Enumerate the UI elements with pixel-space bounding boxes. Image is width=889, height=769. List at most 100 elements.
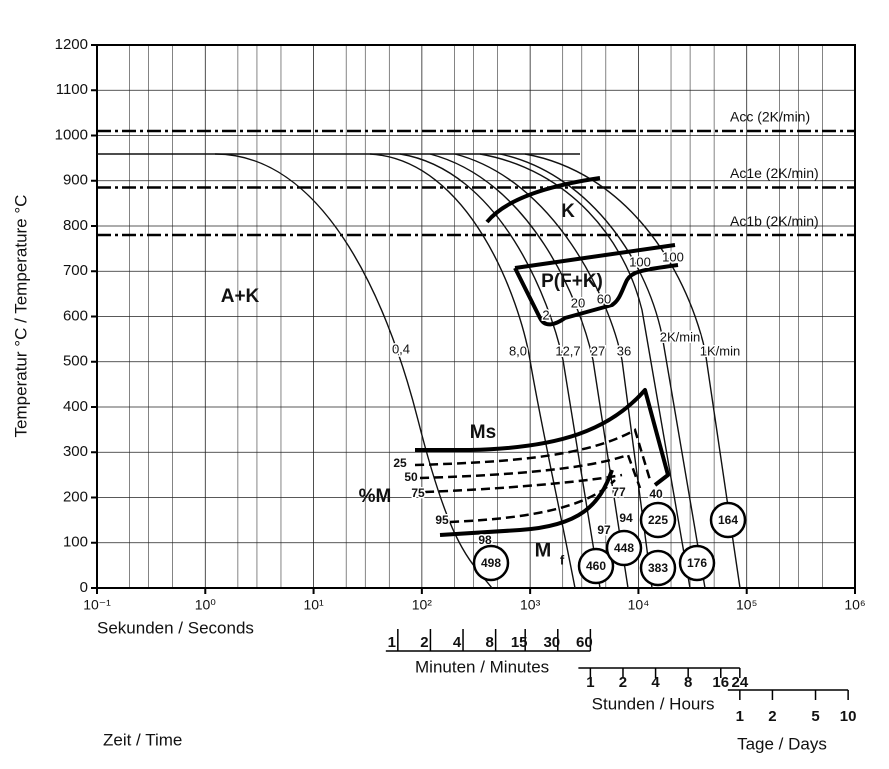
secondary-tick-label: 2 (768, 708, 776, 725)
hardness-circle (472, 544, 510, 582)
region-label: M (535, 539, 552, 561)
y-axis-label: Temperatur °C / Temperature °C (11, 195, 30, 438)
curve-label: 1K/min (700, 343, 740, 358)
martensite-label: 25 (393, 456, 407, 470)
secondary-tick-label: 1 (586, 674, 594, 691)
cooling-curve (479, 153, 691, 589)
curve-label: 8,0 (509, 343, 527, 358)
region-label: %M (359, 486, 392, 507)
hardness-value: 498 (481, 556, 501, 570)
martensite-label: 95 (435, 513, 449, 527)
martensite-label: 40 (649, 487, 663, 501)
martensite-line (414, 428, 652, 481)
secondary-tick-label: 4 (453, 634, 462, 651)
y-tick-label: 1100 (56, 81, 88, 98)
x-tick-label: 10¹ (303, 597, 324, 613)
martensite-line (424, 473, 623, 494)
secondary-tick-label: 8 (485, 634, 493, 651)
martensite-label: 97 (597, 523, 611, 537)
curve-label: 100 (662, 249, 684, 264)
y-tick-label: 400 (63, 398, 88, 415)
y-tick-label: 100 (63, 534, 88, 551)
curve-label: 20 (571, 295, 585, 310)
hardness-value: 164 (718, 513, 738, 527)
region-label: K (561, 201, 575, 222)
region-label: Ms (470, 422, 496, 443)
secondary-tick-label: 60 (576, 634, 593, 651)
curve-label: 0,4 (392, 341, 410, 356)
hardness-value: 383 (648, 561, 668, 575)
ms-line (415, 388, 670, 487)
cooling-curve (524, 153, 741, 589)
curve-label: 60 (597, 291, 611, 306)
secondary-tick-label: 24 (731, 674, 748, 691)
cooling-curves: A+K K P(F+K) Ms %M M f 0,4 8,0 12,7 27 36 2K/min1K/m… (97, 153, 747, 589)
curve-label: 12,7 (555, 343, 580, 358)
region-label: P(F+K) (541, 271, 603, 292)
secondary-tick-label: 10 (840, 708, 857, 725)
hardness-circle (577, 547, 615, 585)
y-tick-label: 1000 (55, 126, 88, 143)
secondary-tick-label: 4 (651, 674, 660, 691)
secondary-axis-title: Tage / Days (737, 734, 827, 753)
hardness-circle (678, 544, 716, 582)
curve-label: 36 (617, 343, 631, 358)
y-tick-label: 1200 (55, 36, 88, 53)
cooling-curve (499, 153, 706, 589)
reference-label: Acc (2K/min) (730, 109, 810, 125)
hardness-circle (605, 529, 643, 567)
ferrite-region (485, 176, 601, 224)
y-tick-label: 500 (63, 353, 88, 370)
y-tick-label: 900 (63, 172, 88, 189)
x-tick-label: 10⁻¹ (83, 597, 111, 613)
y-tick-label: 300 (63, 443, 88, 460)
x-tick-label: 10⁰ (195, 597, 217, 613)
time-label: Zeit / Time (103, 730, 182, 749)
curve-label: 2K/min (660, 329, 700, 344)
martensite-label: 98 (478, 533, 492, 547)
hardness-circle (639, 549, 677, 587)
x-axis-label: Sekunden / Seconds (97, 618, 254, 637)
hardness-value: 460 (586, 559, 606, 573)
pearlite-region (513, 243, 679, 327)
y-tick-label: 0 (80, 579, 88, 596)
y-tick-label: 200 (63, 488, 88, 505)
secondary-tick-label: 15 (511, 634, 528, 651)
reference-label: Ac1e (2K/min) (730, 165, 819, 181)
x-tick-label: 10² (412, 597, 433, 613)
hardness-value: 225 (648, 513, 668, 527)
x-tick-label: 10³ (520, 597, 541, 613)
cooling-curve (369, 153, 576, 589)
secondary-tick-label: 30 (543, 634, 560, 651)
x-tick-label: 10⁴ (628, 597, 650, 613)
y-tick-label: 600 (63, 307, 88, 324)
cooling-curve (429, 153, 629, 589)
plot-frame (96, 44, 856, 589)
x-tick-label: 10⁶ (844, 597, 865, 613)
secondary-axis-title: Minuten / Minutes (415, 657, 549, 676)
martensite-line (449, 479, 616, 524)
secondary-tick-label: 1 (736, 708, 744, 725)
cooling-curve (214, 153, 493, 589)
martensite-line (419, 453, 642, 489)
curve-label: 27 (591, 343, 605, 358)
martensite-label: 75 (411, 486, 425, 500)
reference-label: Ac1b (2K/min) (730, 213, 819, 229)
secondary-tick-label: 8 (684, 674, 692, 691)
martensite-label: 77 (612, 485, 626, 499)
hardness-circle (709, 501, 747, 539)
hardness-value: 176 (687, 556, 707, 570)
region-label: A+K (221, 286, 260, 307)
region-label: f (560, 552, 565, 567)
hardness-value: 448 (614, 541, 634, 555)
curve-label: 100 (629, 254, 651, 269)
hardness-circle (639, 501, 677, 539)
x-tick-label: 10⁵ (736, 597, 757, 613)
martensite-label: 94 (619, 511, 633, 525)
secondary-axis-title: Stunden / Hours (592, 694, 715, 713)
y-tick-label: 700 (63, 262, 88, 279)
secondary-tick-label: 2 (619, 674, 627, 691)
secondary-tick-label: 1 (388, 634, 396, 651)
secondary-tick-label: 2 (420, 634, 428, 651)
